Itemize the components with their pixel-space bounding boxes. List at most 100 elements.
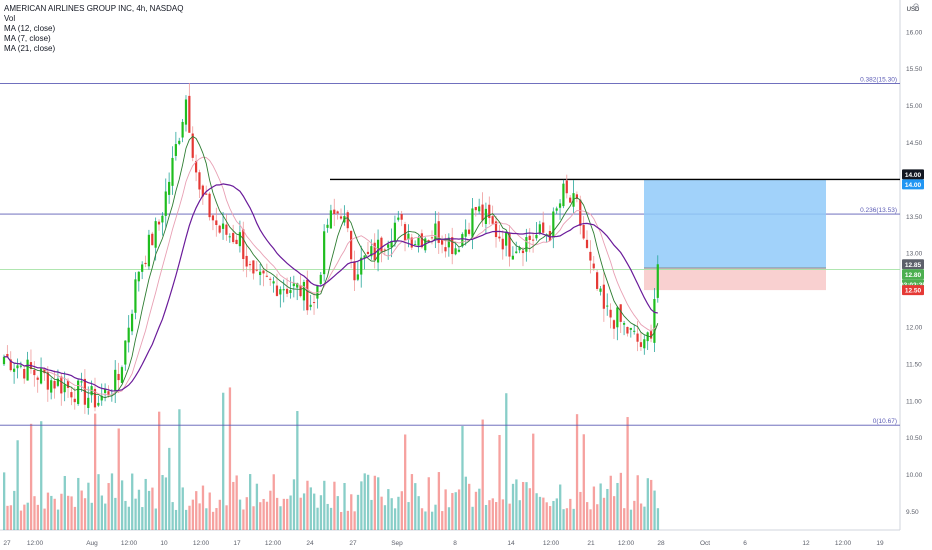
volume-bar bbox=[380, 496, 383, 530]
stop-price-badge: 12.50 bbox=[905, 288, 922, 295]
candle-body bbox=[656, 264, 659, 298]
volume-bar bbox=[306, 480, 309, 530]
volume-bar bbox=[6, 505, 9, 530]
volume-bar bbox=[562, 509, 565, 530]
candle-body bbox=[329, 210, 332, 229]
volume-bar bbox=[653, 490, 656, 530]
candle-body bbox=[639, 342, 643, 347]
volume-bar bbox=[565, 508, 569, 530]
volume-bar bbox=[323, 480, 326, 530]
indicator-ma7[interactable]: MA (7, close) bbox=[4, 34, 51, 43]
candle-body bbox=[164, 191, 167, 216]
volume-bar bbox=[360, 481, 363, 530]
candle-body bbox=[323, 231, 326, 275]
indicator-ma21[interactable]: MA (21, close) bbox=[4, 44, 56, 53]
candle-body bbox=[120, 367, 124, 383]
volume-bar bbox=[515, 479, 518, 530]
candle-body bbox=[272, 281, 275, 284]
candle-body bbox=[373, 242, 376, 261]
candle-body bbox=[454, 248, 457, 255]
volume-bar bbox=[104, 503, 107, 530]
volume-bar bbox=[656, 508, 660, 530]
volume-bar bbox=[427, 477, 430, 530]
volume-bar bbox=[356, 494, 360, 530]
candle-body bbox=[505, 232, 508, 246]
volume-bar bbox=[650, 479, 653, 530]
time-tick-label: 6 bbox=[743, 540, 747, 547]
price-tick-label: 11.50 bbox=[906, 361, 922, 368]
volume-bar bbox=[93, 413, 97, 530]
volume-bar bbox=[488, 500, 491, 530]
volume-bar bbox=[286, 498, 289, 530]
volume-bar bbox=[417, 496, 420, 530]
candle-body bbox=[444, 247, 447, 252]
volume-bar bbox=[501, 499, 505, 530]
candle-body bbox=[147, 234, 151, 267]
volume-bar bbox=[599, 483, 602, 530]
volume-bar bbox=[19, 510, 23, 530]
candle-body bbox=[50, 380, 53, 393]
candle-body bbox=[275, 285, 279, 296]
candle-body bbox=[127, 327, 130, 343]
candle-body bbox=[562, 183, 565, 207]
candle-body bbox=[521, 250, 525, 254]
candle-body bbox=[333, 209, 336, 215]
volume-bar bbox=[633, 500, 636, 530]
candle-body bbox=[306, 279, 309, 311]
candle-body bbox=[188, 95, 191, 133]
volume-bar bbox=[279, 506, 282, 530]
volume-bar bbox=[178, 409, 181, 530]
candle-body bbox=[518, 247, 521, 251]
candle-body bbox=[248, 264, 252, 266]
candle-body bbox=[434, 223, 437, 241]
volume-bar bbox=[484, 504, 488, 530]
time-tick-label: 27 bbox=[3, 540, 11, 547]
volume-bar bbox=[174, 509, 178, 530]
volume-bar bbox=[302, 493, 306, 530]
candle-body bbox=[157, 221, 161, 225]
volume-bar bbox=[215, 508, 218, 530]
volume-bar bbox=[201, 485, 205, 530]
resistance-price-badge: 14.00 bbox=[905, 172, 922, 179]
candle-body bbox=[265, 275, 268, 277]
candle-body bbox=[643, 339, 646, 349]
volume-bar bbox=[265, 501, 269, 530]
volume-bar bbox=[238, 499, 242, 530]
candle-body bbox=[117, 373, 120, 381]
candle-body bbox=[292, 283, 295, 287]
volume-bar bbox=[451, 493, 454, 530]
volume-bar bbox=[521, 481, 525, 530]
candle-body bbox=[636, 333, 639, 342]
candle-body bbox=[198, 172, 201, 190]
candle-body bbox=[427, 240, 430, 242]
volume-bar bbox=[350, 494, 353, 530]
volume-bar bbox=[60, 493, 63, 530]
volume-bar bbox=[107, 483, 110, 530]
volume-bar bbox=[616, 482, 619, 530]
candle-body bbox=[360, 257, 363, 275]
candle-body bbox=[471, 208, 474, 237]
volume-bar bbox=[225, 505, 228, 530]
volume-bar bbox=[586, 502, 589, 530]
volume-bar bbox=[252, 506, 255, 530]
candle-body bbox=[181, 121, 184, 138]
candle-body bbox=[87, 397, 90, 408]
volume-bar bbox=[535, 493, 538, 530]
volume-bar bbox=[555, 498, 558, 530]
volume-bar bbox=[198, 503, 201, 530]
volume-bar bbox=[461, 426, 464, 530]
candle-body bbox=[104, 389, 107, 393]
candle-body bbox=[114, 369, 117, 391]
volume-bar bbox=[319, 495, 323, 530]
volume-bar bbox=[542, 497, 545, 530]
target-price-badge: 14.00 bbox=[905, 182, 922, 189]
indicator-vol[interactable]: Vol bbox=[4, 14, 16, 23]
candle-body bbox=[356, 274, 359, 280]
indicator-ma12[interactable]: MA (12, close) bbox=[4, 24, 56, 33]
candle-body bbox=[80, 381, 83, 383]
volume-bar bbox=[383, 505, 387, 530]
candle-body bbox=[23, 368, 26, 379]
volume-bar bbox=[73, 506, 77, 530]
symbol-title[interactable]: AMERICAN AIRLINES GROUP INC, 4h, NASDAQ bbox=[4, 4, 184, 13]
